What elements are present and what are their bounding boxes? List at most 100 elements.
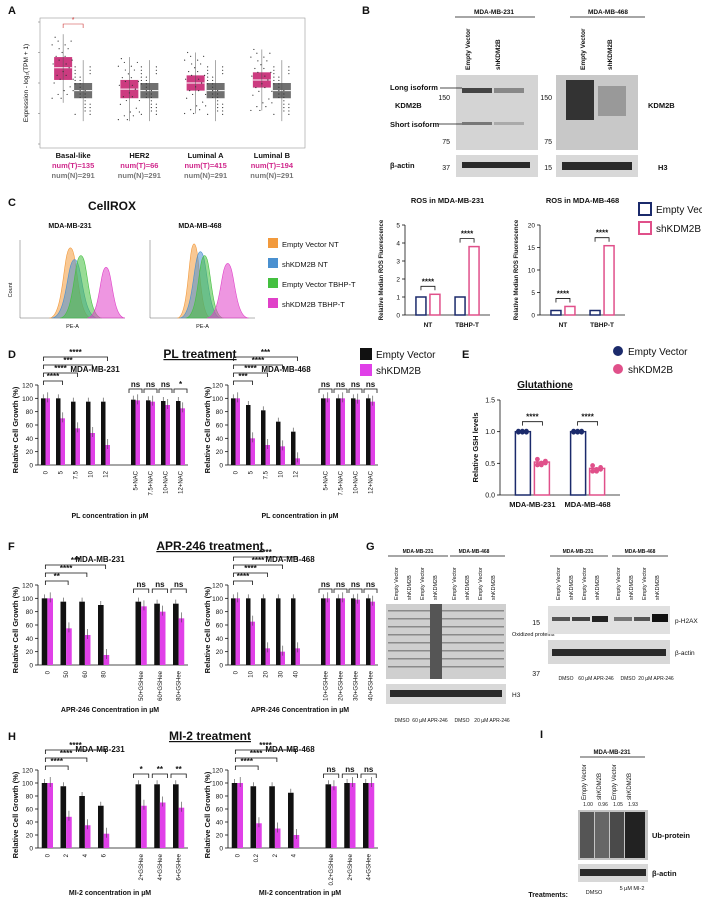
bar-shkdm2b <box>280 651 285 665</box>
tumor-point <box>57 93 59 96</box>
normal-point <box>84 90 86 92</box>
tumor-point <box>118 84 120 86</box>
y-tick-label: 100 <box>22 396 33 403</box>
band <box>494 88 524 93</box>
actin-label: β-actin <box>390 161 415 170</box>
normal-point <box>273 69 275 71</box>
sig-label: **** <box>244 364 257 373</box>
normal-point <box>155 69 157 71</box>
mw-marker: 150 <box>438 95 450 102</box>
x-tick-label: 7.5 <box>74 470 80 479</box>
bar-shkdm2b <box>47 783 53 848</box>
tumor-point <box>123 61 125 64</box>
bar-shkdm2b <box>159 611 166 665</box>
tumor-point <box>128 92 130 94</box>
significance <box>420 285 436 291</box>
data-point <box>590 463 595 468</box>
tumor-point <box>72 78 74 80</box>
normal-point <box>288 69 290 71</box>
ros-ylabel: Relative Median ROS Fluorescence <box>514 219 520 320</box>
normal-point <box>89 110 91 112</box>
sig-label: **** <box>69 741 82 750</box>
data-point <box>575 428 580 434</box>
normal-point <box>212 96 214 99</box>
y-tick-label: 40 <box>216 820 224 827</box>
normal-point <box>150 90 152 92</box>
normal-point <box>145 76 147 78</box>
significance <box>333 388 348 393</box>
y-tick-label: 80 <box>216 409 224 416</box>
tumor-point <box>197 59 199 61</box>
sig-label: *** <box>63 356 73 365</box>
significance <box>348 588 363 593</box>
tumor-point <box>138 99 140 102</box>
normal-point <box>217 106 219 109</box>
tumor-point <box>65 63 67 65</box>
normal-point <box>140 69 142 71</box>
legend-swatch <box>638 202 652 216</box>
x-tick-label: 4+GSHee <box>158 853 164 880</box>
tumor-point <box>138 111 140 113</box>
bar-shkdm2b <box>105 445 110 465</box>
tumor-point <box>123 115 125 117</box>
sig-label: ns <box>366 380 376 389</box>
normal-point <box>140 73 142 75</box>
bar-empty-vector <box>161 401 166 465</box>
tumor-point <box>251 75 253 77</box>
bar-shkdm2b <box>274 828 281 848</box>
sig-label: **** <box>596 229 609 238</box>
tumor-point <box>264 75 266 77</box>
quantification: 0.96 <box>598 802 608 808</box>
tumor-point <box>68 67 70 69</box>
normal-point <box>217 100 219 102</box>
bar-shkdm2b <box>429 293 441 316</box>
oxidized-label: Oxidized proteins <box>512 632 555 638</box>
lane-label: Empty Vector <box>612 764 618 800</box>
bar-shkdm2b <box>256 823 262 848</box>
panel-c-letter: C <box>8 197 16 209</box>
lane-label: Empty Vector <box>616 567 622 600</box>
bar-empty-vector <box>154 784 160 848</box>
x-tick-label: MDA-MB-468 <box>564 500 610 509</box>
band <box>610 812 624 858</box>
tumor-point <box>124 80 126 83</box>
normal-point <box>74 76 76 78</box>
lane-label: shKDM2B <box>569 575 575 600</box>
legend-label: shKDM2B <box>656 224 701 235</box>
bar-shkdm2b <box>265 445 270 465</box>
ros-title: ROS in MDA-MB-468 <box>546 196 619 205</box>
normal-point <box>222 66 224 68</box>
sig-bracket <box>62 23 84 28</box>
group-name: Luminal B <box>254 151 291 160</box>
x-tick-label: 2+GSHee <box>139 853 145 880</box>
lane-label: Empty Vector <box>478 567 484 600</box>
sig-label: **** <box>526 413 539 422</box>
legend-label: Empty Vector <box>376 350 436 361</box>
tumor-point <box>131 84 133 86</box>
y-tick-label: 40 <box>26 436 34 443</box>
cell-line-label: MDA-MB-468 <box>265 555 315 564</box>
normal-count: num(N)=291 <box>118 171 161 180</box>
significance <box>233 564 283 569</box>
y-tick-label: 100 <box>212 781 223 788</box>
normal-point <box>207 66 209 68</box>
bar-shkdm2b <box>45 398 50 465</box>
y-tick-label: 80 <box>26 409 34 416</box>
tumor-point <box>200 63 202 65</box>
significance <box>233 380 253 385</box>
y-axis-label: Count <box>8 282 14 297</box>
x-axis-label: APR-246 Concentration in µM <box>251 707 349 714</box>
tumor-point <box>263 56 265 58</box>
bar-empty-vector <box>276 421 281 465</box>
normal-point <box>273 66 275 68</box>
tumor-point <box>250 109 252 112</box>
bar-empty-vector <box>550 309 562 316</box>
bar-empty-vector <box>86 401 91 465</box>
tumor-point <box>205 105 207 107</box>
tumor-point <box>188 70 190 73</box>
tumor-point <box>195 86 197 88</box>
y-tick-label: 100 <box>212 596 223 603</box>
tumor-point <box>60 97 62 99</box>
legend-swatch <box>360 364 372 376</box>
x-tick-label: 0 <box>234 670 240 674</box>
